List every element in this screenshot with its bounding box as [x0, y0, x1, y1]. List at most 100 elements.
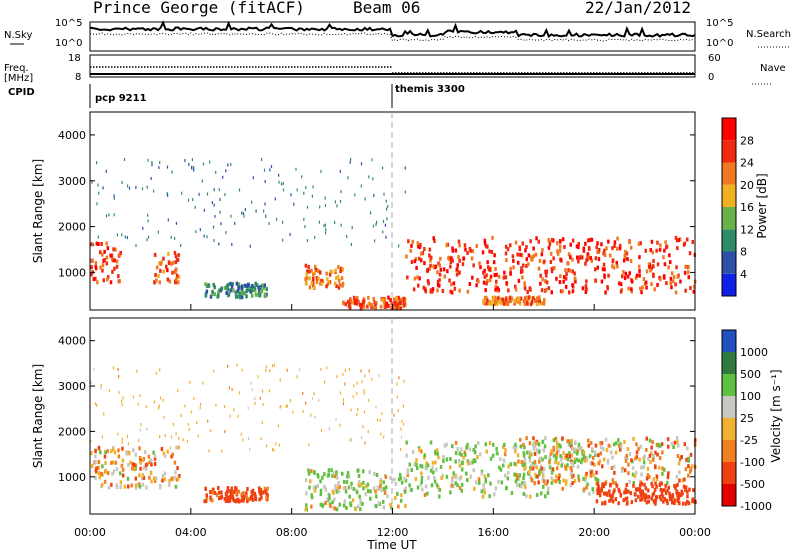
scatter-cell [506, 302, 510, 307]
scatter-cell [430, 468, 433, 473]
scatter-cell [209, 497, 212, 502]
scatter-cell [687, 464, 690, 469]
noise-cell [367, 430, 369, 434]
scatter-cell [592, 456, 595, 460]
scatter-cell [664, 240, 667, 245]
noise-cell [227, 163, 229, 167]
scatter-cell [418, 276, 421, 281]
scatter-cell [412, 287, 416, 292]
scatter-cell [673, 440, 677, 445]
scatter-cell [334, 268, 337, 273]
noise-cell [362, 425, 364, 429]
scatter-cell [352, 486, 355, 491]
scatter-cell [146, 462, 149, 466]
scatter-cell [337, 285, 341, 290]
scatter-cell [597, 247, 601, 252]
scatter-cell [649, 268, 652, 273]
scatter-cell [628, 240, 632, 245]
scatter-cell [400, 297, 403, 302]
scatter-cell [502, 445, 505, 450]
scatter-cell [349, 298, 353, 303]
scatter-cell [505, 486, 508, 491]
scatter-cell [627, 489, 630, 494]
scatter-cell [445, 243, 448, 248]
scatter-cell [477, 441, 480, 445]
scatter-cell [334, 486, 337, 491]
noise-cell [108, 213, 110, 217]
scatter-cell [678, 237, 682, 242]
scatter-cell [399, 306, 402, 311]
scatter-cell [305, 272, 308, 277]
scatter-cell [532, 442, 535, 447]
scatter-cell [521, 275, 524, 280]
scatter-cell [576, 464, 580, 469]
scatter-cell [332, 505, 335, 510]
scatter-cell [134, 467, 137, 471]
scatter-cell [155, 265, 159, 270]
noise-cell [249, 244, 251, 248]
scatter-cell [115, 264, 119, 269]
scatter-cell [553, 266, 556, 270]
noise-cell [254, 396, 256, 400]
scatter-cell [471, 249, 474, 254]
scatter-cell [519, 437, 522, 442]
scatter-cell [509, 266, 512, 271]
scatter-cell [335, 275, 338, 280]
scatter-cell [475, 480, 478, 485]
scatter-cell [457, 270, 461, 275]
scatter-cell [683, 442, 686, 447]
scatter-cell [663, 262, 667, 267]
noise-cell [193, 168, 195, 172]
scatter-cell [397, 504, 400, 509]
scatter-cell [496, 286, 500, 291]
scatter-cell [399, 498, 403, 503]
scatter-cell [639, 286, 642, 291]
scatter-cell [607, 273, 610, 278]
scatter-cell [645, 269, 649, 274]
scatter-cell [521, 269, 524, 274]
scatter-cell [522, 472, 526, 477]
scatter-cell [110, 256, 114, 261]
scatter-cell [254, 292, 258, 297]
noise-cell [363, 391, 365, 395]
scatter-cell [260, 491, 263, 496]
scatter-cell [633, 492, 637, 497]
scatter-cell [384, 485, 388, 490]
scatter-cell [509, 462, 512, 467]
scatter-cell [557, 448, 560, 453]
scatter-cell [559, 289, 563, 294]
noise-cell [181, 191, 183, 195]
noise-cell [194, 205, 196, 209]
scatter-cell [110, 449, 113, 454]
scatter-cell [686, 446, 689, 451]
scatter-cell [375, 300, 378, 305]
scatter-cell [373, 471, 376, 476]
scatter-cell [321, 475, 324, 480]
scatter-cell [543, 467, 546, 472]
scatter-cell [382, 480, 385, 485]
noise-cell [136, 369, 138, 373]
scatter-cell [604, 290, 607, 295]
noise-cell [105, 169, 107, 173]
scatter-cell [140, 476, 144, 481]
scatter-cell [611, 264, 614, 269]
scatter-cell [380, 488, 383, 493]
time-axis: 00:00 04:00 08:00 12:00 16:00 20:00 00:00 [74, 304, 711, 539]
noise-cell [135, 186, 137, 189]
scatter-cell [544, 279, 547, 284]
noise-cell [254, 402, 256, 405]
scatter-cell [534, 472, 537, 477]
scatter-cell [530, 477, 533, 482]
scatter-cell [483, 268, 486, 273]
scatter-cell [647, 457, 650, 461]
scatter-cell [514, 462, 518, 467]
scatter-cell [684, 467, 688, 472]
scatter-cell [610, 494, 613, 499]
noise-cell [274, 197, 276, 201]
scatter-cell [573, 457, 577, 462]
scatter-cell [538, 295, 541, 300]
noise-cell [117, 368, 119, 372]
noise-cell [280, 405, 282, 409]
scatter-cell [594, 256, 598, 261]
